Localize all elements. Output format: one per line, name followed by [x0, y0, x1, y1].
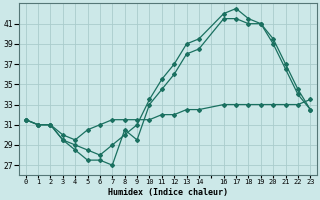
X-axis label: Humidex (Indice chaleur): Humidex (Indice chaleur) — [108, 188, 228, 197]
